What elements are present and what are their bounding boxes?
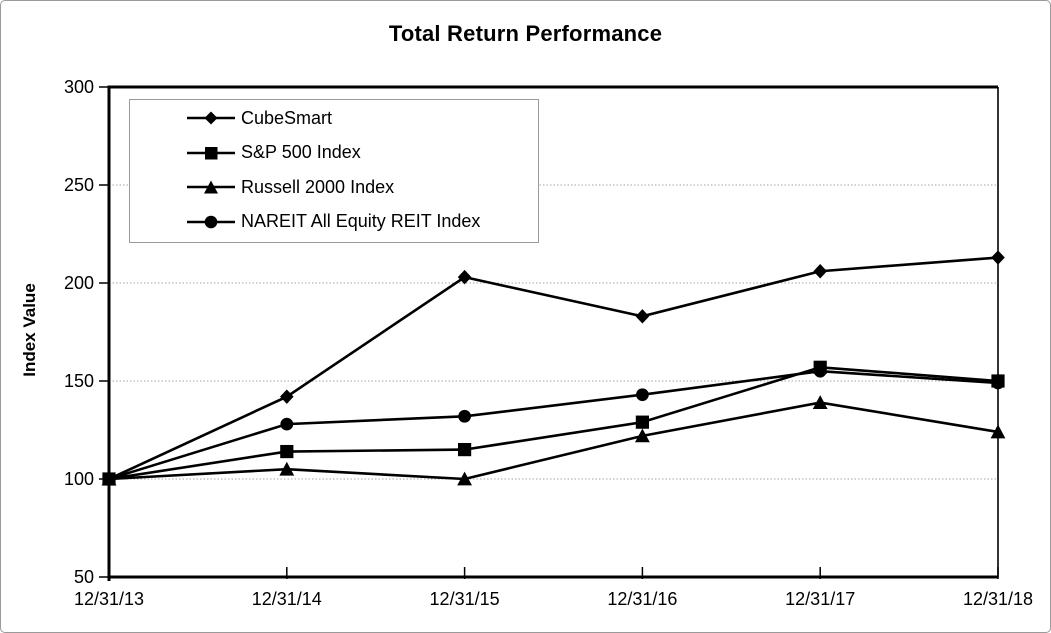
- series-line-nareit-all-equity-reit-index: [108, 369, 999, 481]
- series-marker-russell-2000-index: [990, 424, 1006, 439]
- legend-label-russell2000: Russell 2000 Index: [241, 176, 395, 197]
- legend: CubeSmart S&P 500 Index Russell 2000 Ind…: [129, 99, 539, 243]
- legend-label-nareit: NAREIT All Equity REIT Index: [241, 211, 481, 232]
- circle-marker-icon: [187, 215, 235, 229]
- series-line-russell-2000-index: [108, 401, 999, 481]
- series-marker-nareit-all-equity-reit-index: [280, 417, 294, 431]
- series-marker-s-p-500-index: [635, 415, 649, 429]
- legend-item-cubesmart: CubeSmart: [186, 107, 538, 128]
- series-marker-cubesmart: [813, 264, 827, 279]
- series-marker-russell-2000-index: [812, 395, 828, 409]
- legend-item-nareit: NAREIT All Equity REIT Index: [186, 211, 538, 232]
- series-marker-nareit-all-equity-reit-index: [458, 409, 472, 423]
- x-tick-label: 12/31/18: [963, 589, 1033, 609]
- x-tick-label: 12/31/15: [430, 589, 500, 609]
- y-tick-label: 50: [74, 567, 94, 587]
- legend-item-russell2000: Russell 2000 Index: [186, 176, 538, 197]
- series-marker-cubesmart: [635, 309, 650, 324]
- y-tick-label: 150: [64, 371, 94, 391]
- y-tick-label: 250: [64, 175, 94, 195]
- x-tick-label: 12/31/16: [607, 589, 677, 609]
- diamond-marker-icon: [187, 111, 235, 125]
- x-tick-label: 12/31/13: [74, 589, 144, 609]
- legend-item-sp500: S&P 500 Index: [186, 142, 538, 163]
- y-tick-label: 100: [64, 469, 94, 489]
- x-tick-label: 12/31/17: [785, 589, 855, 609]
- legend-label-sp500: S&P 500 Index: [241, 142, 361, 163]
- series-marker-cubesmart: [457, 269, 472, 285]
- series-marker-s-p-500-index: [458, 443, 472, 457]
- series-marker-russell-2000-index: [635, 428, 650, 443]
- y-tick-label: 300: [64, 77, 94, 97]
- series-line-s-p-500-index: [108, 365, 999, 481]
- series-marker-russell-2000-index: [279, 461, 295, 476]
- series-marker-nareit-all-equity-reit-index: [636, 388, 649, 402]
- series-marker-s-p-500-index: [280, 444, 294, 459]
- y-tick-label: 200: [64, 273, 94, 293]
- x-tick-label: 12/31/14: [252, 589, 322, 609]
- series-marker-cubesmart: [280, 389, 294, 404]
- legend-label-cubesmart: CubeSmart: [241, 107, 333, 128]
- series-marker-russell-2000-index: [457, 471, 472, 486]
- series-marker-s-p-500-index: [102, 472, 116, 486]
- series-line-cubesmart: [108, 256, 999, 481]
- chart-title: Total Return Performance: [388, 21, 663, 46]
- series-marker-s-p-500-index: [991, 374, 1005, 388]
- square-marker-icon: [187, 146, 235, 160]
- series-marker-s-p-500-index: [813, 360, 827, 374]
- series-marker-cubesmart: [991, 250, 1005, 265]
- triangle-marker-icon: [187, 180, 235, 194]
